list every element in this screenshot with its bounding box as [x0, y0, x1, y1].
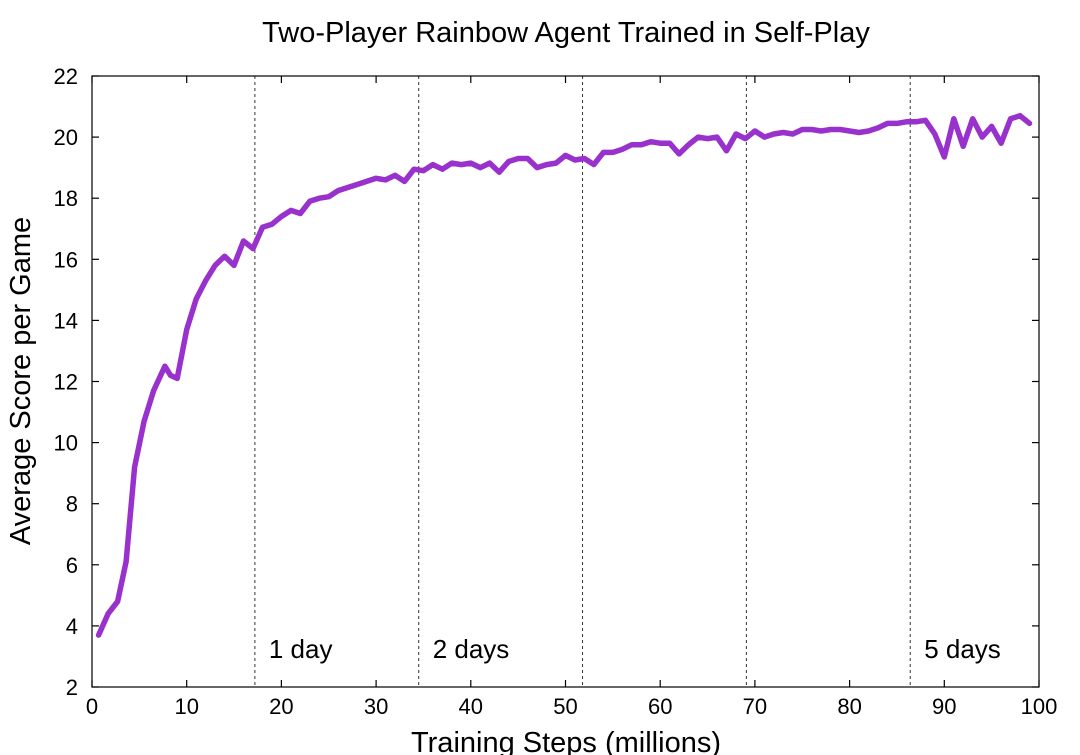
day-annotation: 2 days — [433, 634, 510, 664]
y-tick-label: 20 — [54, 125, 78, 150]
vline-group — [254, 76, 911, 687]
x-tick-label: 20 — [269, 694, 293, 719]
y-tick-label: 8 — [66, 492, 78, 517]
day-annotation: 5 days — [924, 634, 1001, 664]
day-annotation: 1 day — [269, 634, 333, 664]
y-tick-label: 2 — [66, 675, 78, 700]
score-series-line — [95, 112, 1033, 638]
y-tick-label: 22 — [54, 64, 78, 89]
series-group — [95, 112, 1033, 638]
y-tick-label: 10 — [54, 431, 78, 456]
x-tick-label: 90 — [932, 694, 956, 719]
x-tick-label: 30 — [364, 694, 388, 719]
x-tick-label: 0 — [86, 694, 98, 719]
y-tick-label: 16 — [54, 247, 78, 272]
y-tick-label: 4 — [66, 614, 78, 639]
annotation-group: 1 day 2 days 5 days — [269, 634, 1001, 664]
x-tick-label: 100 — [1021, 694, 1058, 719]
x-tick-label: 60 — [648, 694, 672, 719]
x-tick-label: 10 — [174, 694, 198, 719]
x-tick-label: 40 — [459, 694, 483, 719]
y-tick-label: 12 — [54, 370, 78, 395]
x-tick-label: 70 — [743, 694, 767, 719]
chart-title: Two-Player Rainbow Agent Trained in Self… — [262, 17, 870, 49]
y-tick-label: 14 — [54, 308, 78, 333]
y-tick-label: 18 — [54, 186, 78, 211]
y-tick-label: 6 — [66, 553, 78, 578]
tick-group: 0 10 20 30 40 50 60 70 80 90 100 2 4 6 8 10 12 14 16 18 20 22 — [54, 64, 1058, 719]
x-tick-label: 80 — [837, 694, 861, 719]
plot-frame — [91, 75, 1040, 688]
y-axis-label: Average Score per Game — [5, 217, 37, 545]
x-axis-label: Training Steps (millions) — [411, 727, 721, 755]
x-tick-label: 50 — [553, 694, 577, 719]
